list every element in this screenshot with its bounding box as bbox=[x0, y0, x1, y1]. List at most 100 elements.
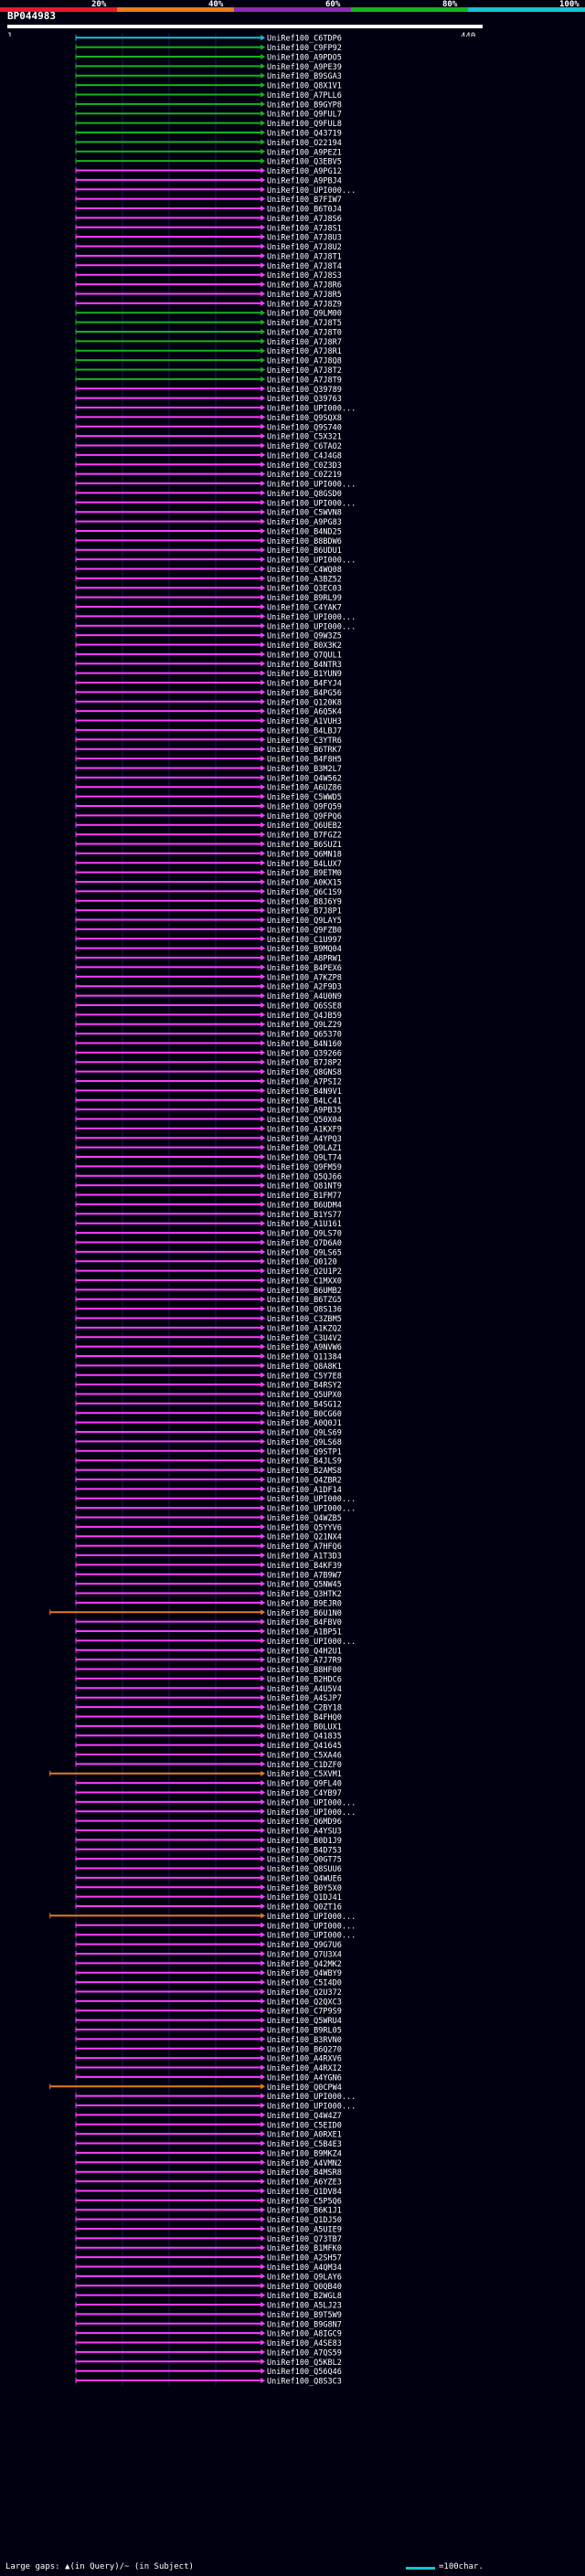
row-label[interactable]: UniRef100_Q9LS68 bbox=[267, 1438, 342, 1447]
row-label[interactable]: UniRef100_Q9FUL7 bbox=[267, 111, 342, 120]
alignment-row[interactable]: UniRef100_B6K1J1 bbox=[75, 2207, 342, 2216]
row-label[interactable]: UniRef100_B4FBV0 bbox=[267, 1618, 342, 1627]
row-label[interactable]: UniRef100_A1BP51 bbox=[267, 1628, 342, 1638]
alignment-row[interactable]: UniRef100_C4WQ08 bbox=[75, 566, 342, 575]
alignment-row[interactable]: UniRef100_Q5UPX0 bbox=[75, 1391, 342, 1400]
alignment-row[interactable]: UniRef100_Q4ZBR2 bbox=[75, 1476, 342, 1485]
alignment-row[interactable]: UniRef100_B4N160 bbox=[75, 1040, 342, 1049]
alignment-row[interactable]: UniRef100_B6U1N0 bbox=[49, 1609, 342, 1618]
alignment-row[interactable]: UniRef100_A0RXE1 bbox=[75, 2131, 342, 2140]
row-label[interactable]: UniRef100_A9PG12 bbox=[267, 167, 342, 176]
row-label[interactable]: UniRef100_Q6MD96 bbox=[267, 1818, 342, 1827]
alignment-row[interactable]: UniRef100_B6TRK7 bbox=[75, 746, 342, 755]
alignment-row[interactable]: UniRef100_A7PSI2 bbox=[75, 1077, 342, 1087]
alignment-row[interactable]: UniRef100_B0LUX1 bbox=[75, 1723, 342, 1732]
alignment-row[interactable]: UniRef100_A0KX15 bbox=[75, 879, 342, 888]
alignment-row[interactable]: UniRef100_UPI000... bbox=[75, 1638, 356, 1647]
alignment-row[interactable]: UniRef100_B4JLS9 bbox=[75, 1458, 342, 1467]
alignment-row[interactable]: UniRef100_A7J8T4 bbox=[75, 262, 342, 271]
row-label[interactable]: UniRef100_B0X3K2 bbox=[267, 641, 342, 651]
row-label[interactable]: UniRef100_UPI000... bbox=[267, 1798, 356, 1807]
row-label[interactable]: UniRef100_Q0120 bbox=[267, 1258, 337, 1267]
alignment-row[interactable]: UniRef100_B6Q270 bbox=[75, 2045, 342, 2054]
alignment-row[interactable]: UniRef100_B9T5W9 bbox=[75, 2311, 342, 2320]
row-label[interactable]: UniRef100_B4LC41 bbox=[267, 1097, 342, 1106]
row-label[interactable]: UniRef100_Q39266 bbox=[267, 1049, 342, 1058]
alignment-row[interactable]: UniRef100_Q8A8K1 bbox=[75, 1362, 342, 1372]
alignment-row[interactable]: UniRef100_Q9LS70 bbox=[75, 1230, 342, 1239]
row-label[interactable]: UniRef100_C5XA46 bbox=[267, 1751, 342, 1760]
row-label[interactable]: UniRef100_Q9W3Z5 bbox=[267, 632, 342, 641]
alignment-row[interactable]: UniRef100_B4NTR3 bbox=[75, 661, 342, 670]
alignment-row[interactable]: UniRef100_A1VUH3 bbox=[75, 717, 342, 726]
alignment-row[interactable]: UniRef100_B9GYP8 bbox=[75, 101, 342, 110]
row-label[interactable]: UniRef100_UPI000... bbox=[267, 1932, 356, 1941]
alignment-row[interactable]: UniRef100_C3U4V2 bbox=[75, 1334, 342, 1343]
alignment-row[interactable]: UniRef100_Q81NT9 bbox=[75, 1182, 342, 1192]
alignment-row[interactable]: UniRef100_A4QM34 bbox=[75, 2263, 342, 2273]
alignment-row[interactable]: UniRef100_Q9LS65 bbox=[75, 1248, 342, 1257]
alignment-row[interactable]: UniRef100_C6TDP6 bbox=[75, 35, 342, 44]
alignment-row[interactable]: UniRef100_A7PLL6 bbox=[75, 91, 342, 101]
row-label[interactable]: UniRef100_A5UIE9 bbox=[267, 2225, 342, 2234]
row-label[interactable]: UniRef100_A7QS59 bbox=[267, 2348, 342, 2358]
row-label[interactable]: UniRef100_Q7QUL1 bbox=[267, 651, 342, 660]
row-label[interactable]: UniRef100_A0RXE1 bbox=[267, 2131, 342, 2140]
row-label[interactable]: UniRef100_B7J8P1 bbox=[267, 907, 342, 917]
alignment-row[interactable]: UniRef100_C5WWD5 bbox=[75, 793, 342, 802]
row-label[interactable]: UniRef100_Q9STP1 bbox=[267, 1447, 342, 1457]
alignment-row[interactable]: UniRef100_B6UMB2 bbox=[75, 1287, 342, 1296]
alignment-row[interactable]: UniRef100_Q1DJ50 bbox=[75, 2216, 342, 2225]
row-label[interactable]: UniRef100_B4N160 bbox=[267, 1040, 342, 1049]
alignment-row[interactable]: UniRef100_A1DF14 bbox=[75, 1486, 342, 1495]
alignment-row[interactable]: UniRef100_B3RVN0 bbox=[75, 2036, 342, 2045]
alignment-row[interactable]: UniRef100_C3YTR6 bbox=[75, 737, 342, 746]
alignment-row[interactable]: UniRef100_Q7QUL1 bbox=[75, 651, 342, 660]
row-label[interactable]: UniRef100_A7J8S1 bbox=[267, 224, 342, 233]
alignment-row[interactable]: UniRef100_Q9LAY5 bbox=[75, 917, 342, 926]
row-label[interactable]: UniRef100_A1U161 bbox=[267, 1220, 342, 1229]
row-label[interactable]: UniRef100_Q4W4Z7 bbox=[267, 2112, 342, 2121]
row-label[interactable]: UniRef100_B4KF39 bbox=[267, 1562, 342, 1571]
alignment-row[interactable]: UniRef100_B2WGL8 bbox=[75, 2292, 342, 2301]
row-label[interactable]: UniRef100_Q1DV84 bbox=[267, 2188, 342, 2197]
alignment-row[interactable]: UniRef100_A4RXI2 bbox=[75, 2064, 342, 2073]
row-label[interactable]: UniRef100_UPI000... bbox=[267, 186, 356, 196]
alignment-row[interactable]: UniRef100_B4KF39 bbox=[75, 1562, 342, 1571]
alignment-row[interactable]: UniRef100_A4SE83 bbox=[75, 2339, 342, 2348]
row-label[interactable]: UniRef100_B4MSR8 bbox=[267, 2168, 342, 2178]
alignment-row[interactable]: UniRef100_A4U5V4 bbox=[75, 1685, 342, 1694]
row-label[interactable]: UniRef100_B0Y5X0 bbox=[267, 1884, 342, 1893]
alignment-row[interactable]: UniRef100_C3ZBM5 bbox=[75, 1315, 342, 1324]
alignment-row[interactable]: UniRef100_Q8SUU6 bbox=[75, 1865, 342, 1874]
alignment-row[interactable]: UniRef100_B8J6Y9 bbox=[75, 897, 342, 906]
row-label[interactable]: UniRef100_A5LJ23 bbox=[267, 2302, 342, 2311]
alignment-row[interactable]: UniRef100_B9RL99 bbox=[75, 594, 342, 603]
alignment-row[interactable]: UniRef100_B9RL05 bbox=[75, 2026, 342, 2035]
row-label[interactable]: UniRef100_B7FIW7 bbox=[267, 196, 342, 205]
row-label[interactable]: UniRef100_A7PLL6 bbox=[267, 91, 342, 101]
row-label[interactable]: UniRef100_A7J8R6 bbox=[267, 281, 342, 291]
row-label[interactable]: UniRef100_Q11384 bbox=[267, 1353, 342, 1362]
alignment-row[interactable]: UniRef100_Q5QJ66 bbox=[75, 1172, 342, 1182]
alignment-row[interactable]: UniRef100_UPI000... bbox=[75, 2093, 356, 2102]
row-label[interactable]: UniRef100_Q8GSD0 bbox=[267, 490, 342, 499]
row-label[interactable]: UniRef100_A7J8S3 bbox=[267, 271, 342, 281]
row-label[interactable]: UniRef100_Q8S136 bbox=[267, 1306, 342, 1315]
row-label[interactable]: UniRef100_Q9LAZ1 bbox=[267, 1144, 342, 1153]
row-label[interactable]: UniRef100_C5Y7E8 bbox=[267, 1372, 342, 1381]
alignment-row[interactable]: UniRef100_A7J8R7 bbox=[75, 338, 342, 347]
row-label[interactable]: UniRef100_Q21NX4 bbox=[267, 1533, 342, 1542]
row-label[interactable]: UniRef100_A7B9W7 bbox=[267, 1571, 342, 1580]
alignment-row[interactable]: UniRef100_Q120K8 bbox=[75, 698, 342, 707]
alignment-row[interactable]: UniRef100_Q5NW45 bbox=[75, 1581, 342, 1590]
alignment-row[interactable]: UniRef100_A8IGC9 bbox=[75, 2330, 342, 2339]
alignment-row[interactable]: UniRef100_Q9FL40 bbox=[75, 1780, 342, 1789]
alignment-row[interactable]: UniRef100_Q9LAY6 bbox=[75, 2273, 342, 2282]
row-label[interactable]: UniRef100_B9RL99 bbox=[267, 594, 342, 603]
row-label[interactable]: UniRef100_Q8X1V1 bbox=[267, 82, 342, 91]
row-label[interactable]: UniRef100_C5EID0 bbox=[267, 2121, 342, 2130]
row-label[interactable]: UniRef100_Q65370 bbox=[267, 1031, 342, 1040]
alignment-row[interactable]: UniRef100_Q3EBV5 bbox=[75, 158, 342, 167]
row-label[interactable]: UniRef100_B6UDM4 bbox=[267, 1201, 342, 1210]
